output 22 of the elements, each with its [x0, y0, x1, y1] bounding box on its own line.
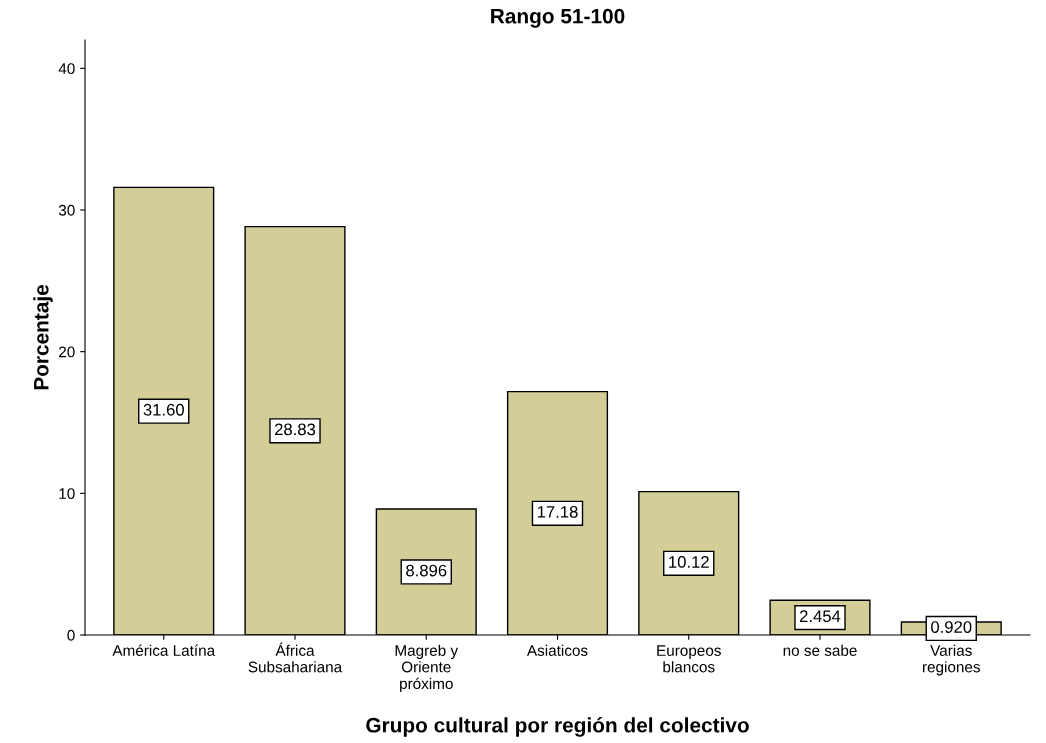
x-tick-label: no se sabe	[783, 644, 857, 656]
x-tick-label: África Subsahariana	[248, 642, 343, 673]
x-tick-label: Varias regiones	[922, 644, 980, 676]
y-tick-label: 40	[58, 63, 75, 75]
data-label: 17.18	[537, 505, 578, 518]
data-label: 31.60	[143, 403, 184, 416]
x-tick-label: Magreb y Oriente próximo	[395, 644, 459, 693]
x-tick-label: Europeos blancos	[657, 645, 721, 673]
chart-title: Rango 51-100	[491, 8, 625, 28]
x-axis-title: Grupo cultural por región del colectivo	[366, 717, 749, 737]
x-tick-label: América Latína	[112, 644, 216, 656]
data-label: 0.920	[931, 621, 972, 633]
data-label: 2.454	[799, 610, 841, 623]
data-label: 28.83	[274, 423, 316, 436]
x-tick-label: Asiaticos	[526, 644, 588, 656]
y-axis-title: Porcentaje	[33, 284, 53, 390]
y-tick-label: 30	[58, 204, 75, 216]
y-tick-label: 20	[59, 346, 75, 358]
y-tick-label: 0	[67, 629, 75, 641]
data-label: 10.12	[669, 555, 709, 568]
y-tick-label: 10	[59, 488, 75, 500]
data-label: 8.896	[406, 564, 447, 577]
